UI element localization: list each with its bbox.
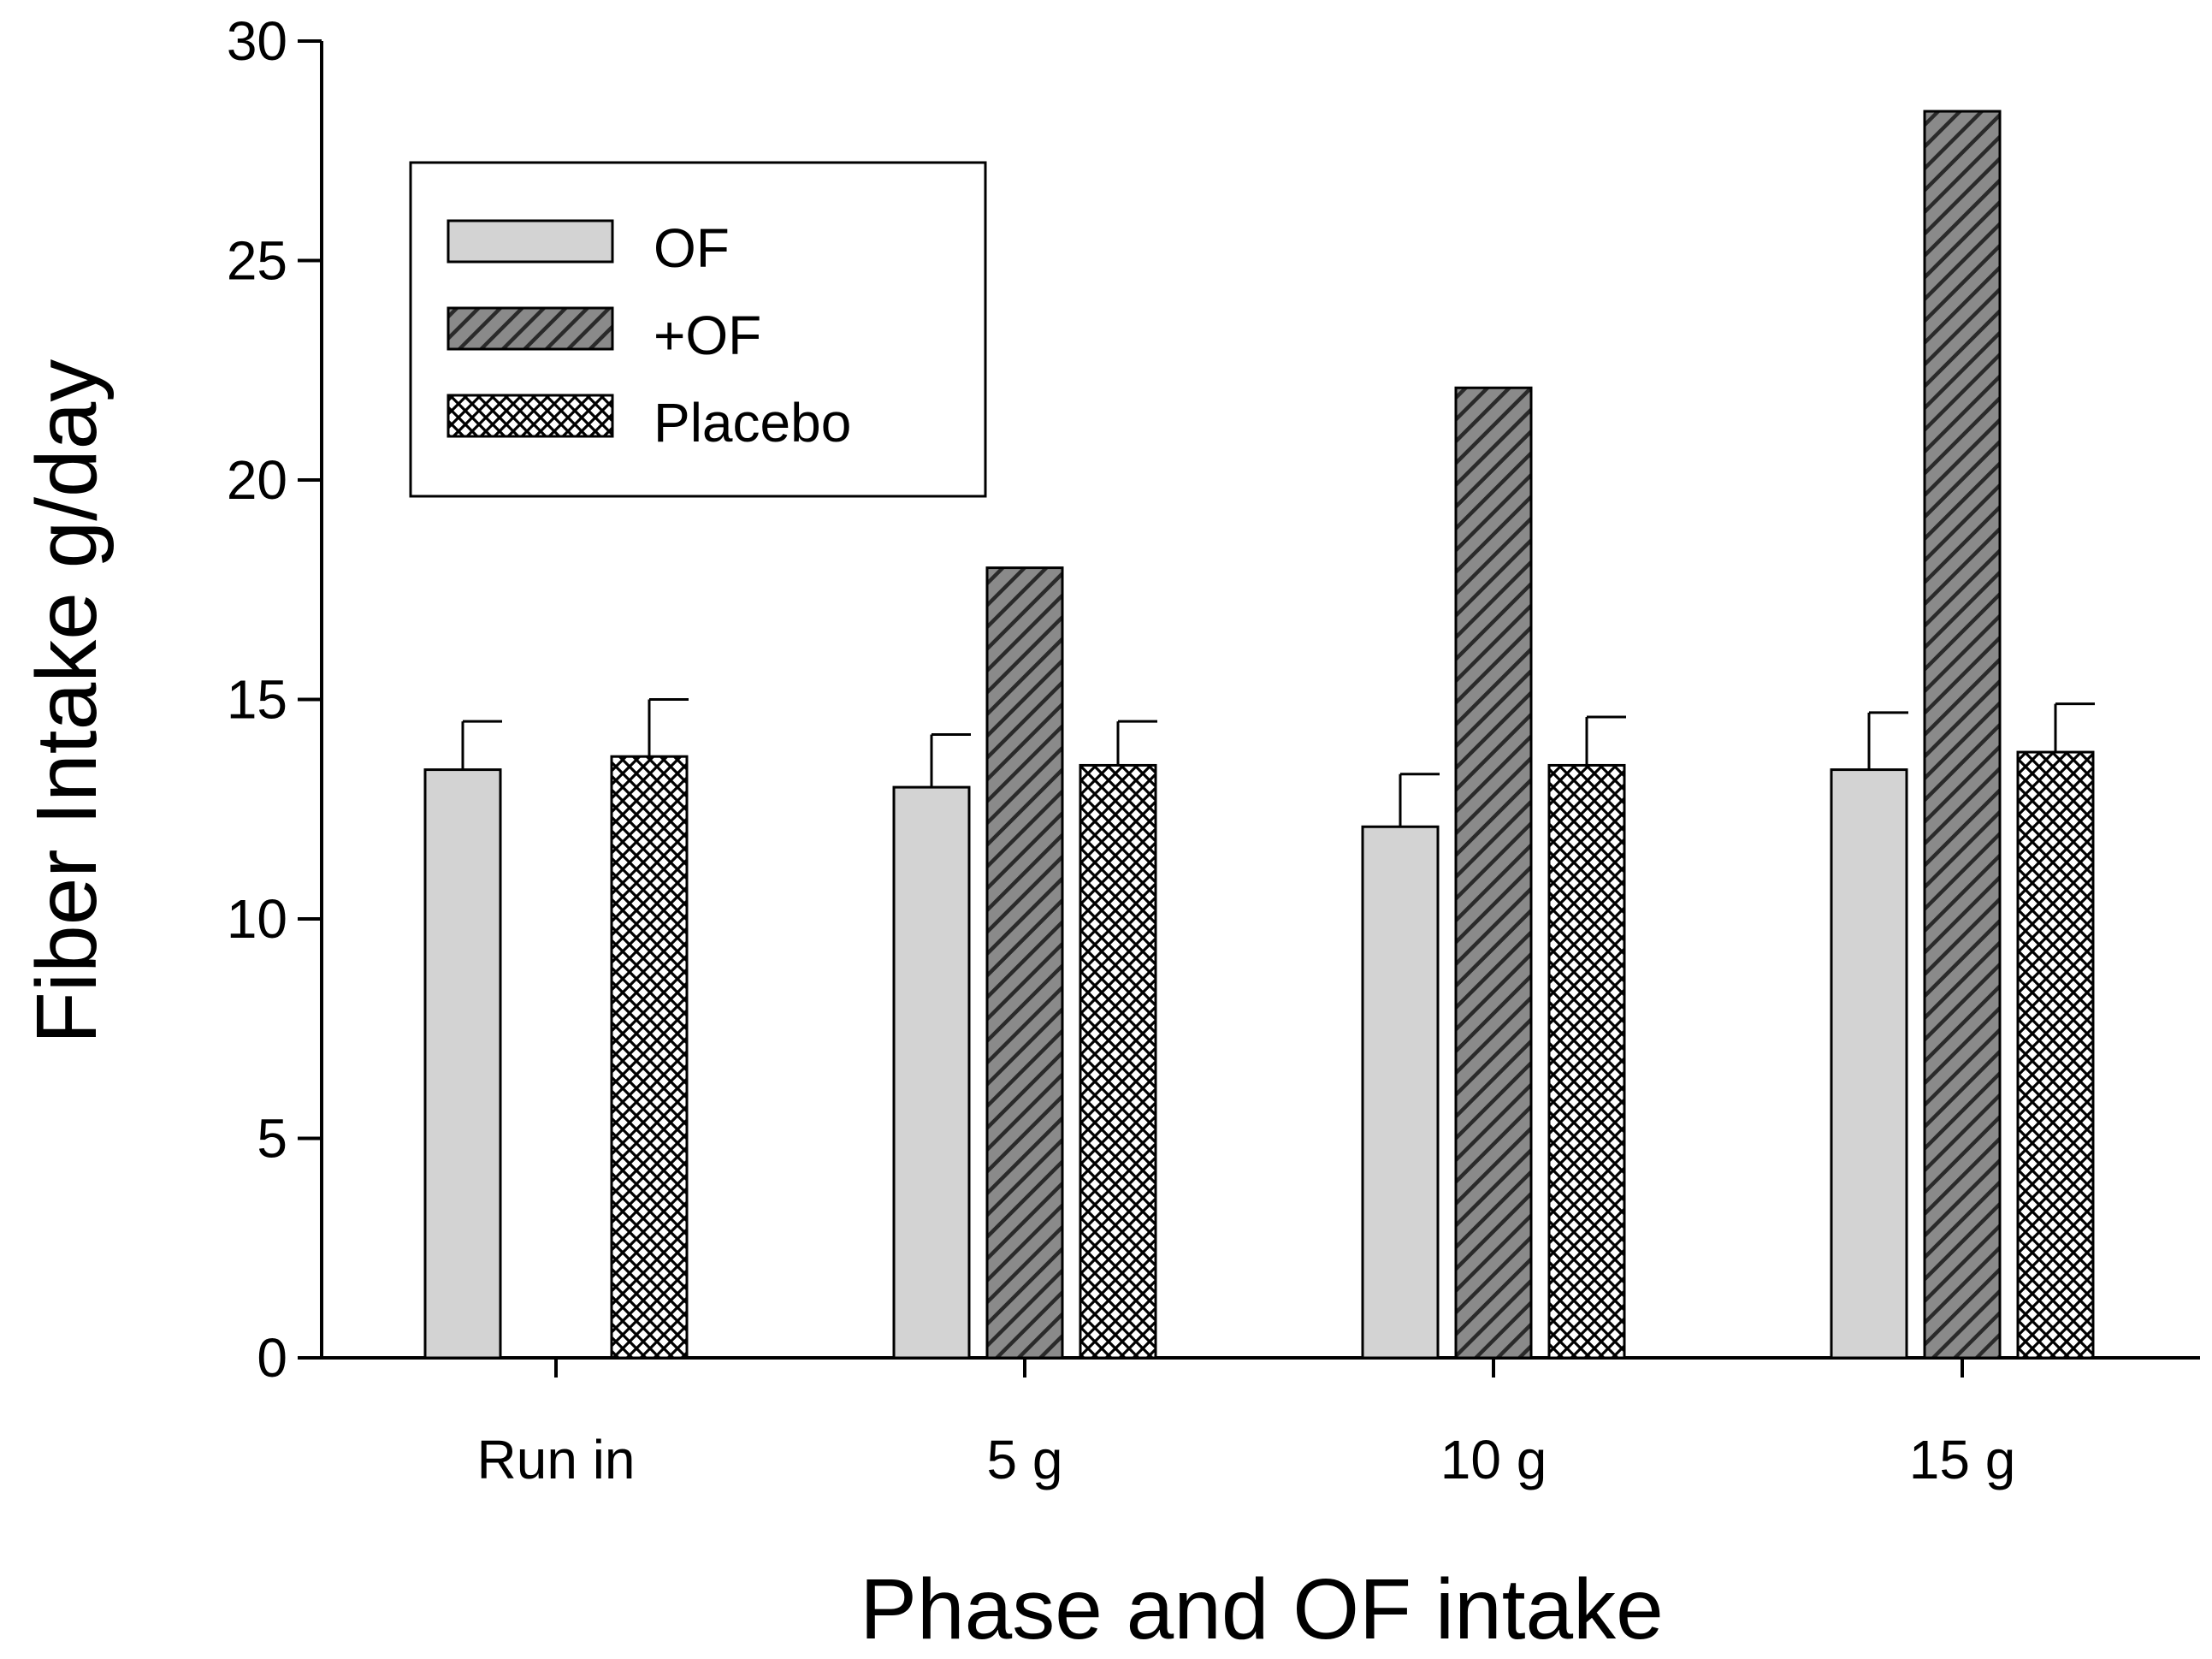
x-tick-label: 5 g [987,1429,1063,1490]
bar-placebo-run-in [610,755,689,1360]
bar-of-10-g [1361,825,1440,1360]
x-axis-title: Phase and OF intake [860,1561,1663,1657]
y-tick-label: 5 [257,1108,287,1170]
y-tick-label: 10 [227,888,287,950]
bars [423,110,2095,1360]
y-axis-title: Fiber Intake g/day [19,359,115,1044]
bar-plus-of-10-g [1454,386,1533,1360]
bar-plus-of-5-g [985,566,1064,1360]
bar-of-run-in [423,768,502,1360]
x-tick-label: 10 g [1440,1429,1547,1490]
x-ticks: Run in 5 g 10 g 15 g [477,1358,2016,1490]
legend-label-placebo: Placebo [654,392,851,453]
legend-item-placebo: Placebo [447,392,851,453]
y-tick-label: 15 [227,669,287,731]
y-ticks: 0 5 10 15 20 25 30 [227,10,322,1389]
legend-swatch-of [447,219,614,264]
bar-plus-of-15-g [1923,110,2002,1360]
bar-placebo-15-g [2016,750,2095,1360]
y-tick-label: 25 [227,230,287,292]
legend-item-of: OF [447,217,730,279]
x-tick-label: 15 g [1909,1429,2016,1490]
legend-label-of: OF [654,217,730,279]
legend-swatch-placebo [447,394,614,438]
bar-of-5-g [892,785,971,1360]
y-tick-label: 0 [257,1327,287,1389]
bar-of-15-g [1830,768,1908,1360]
x-tick-label: Run in [477,1429,636,1490]
legend-swatch-plus-of [447,306,614,351]
y-tick-label: 20 [227,449,287,511]
legend-item-plus-of: +OF [447,305,761,366]
bar-placebo-5-g [1079,763,1157,1360]
legend-label-plus-of: +OF [654,305,761,366]
y-tick-label: 30 [227,10,287,72]
legend: OF +OF Placebo [409,161,987,498]
error-bars [461,698,2095,827]
bar-placebo-10-g [1547,763,1626,1360]
